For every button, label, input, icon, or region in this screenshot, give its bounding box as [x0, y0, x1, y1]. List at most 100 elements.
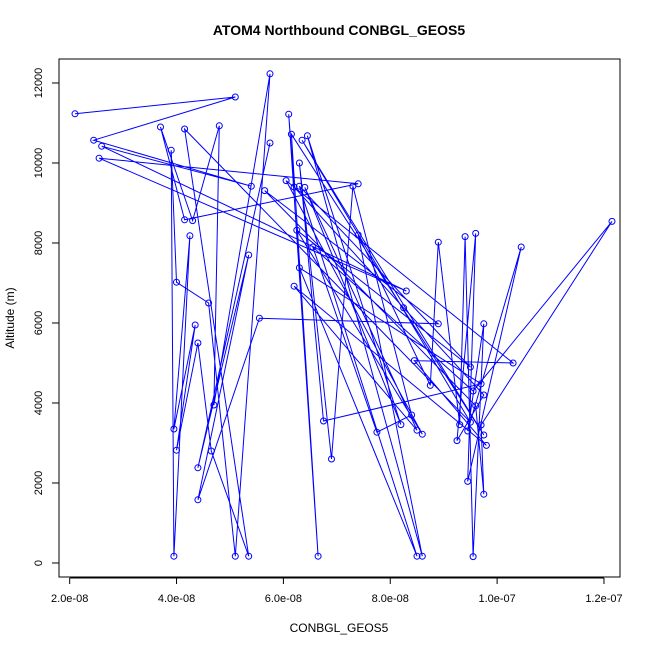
data-point: [480, 320, 488, 328]
data-point: [328, 455, 335, 463]
data-point: [461, 233, 469, 241]
data-point: [309, 243, 317, 251]
data-point: [255, 314, 263, 322]
data-point: [354, 231, 362, 239]
data-point: [194, 464, 202, 472]
data-point: [157, 123, 164, 131]
data-point: [477, 380, 485, 388]
data-point: [466, 418, 474, 426]
data-point: [295, 182, 303, 190]
data-point: [266, 70, 274, 78]
data-point: [71, 110, 79, 118]
y-tick-label: 8000: [33, 231, 45, 255]
x-tick-label: 1.0e-07: [478, 593, 515, 605]
data-point: [400, 304, 408, 312]
data-point: [456, 421, 464, 429]
y-tick-label: 10000: [33, 148, 45, 179]
x-tick-label: 4.0e-08: [158, 593, 195, 605]
data-point: [245, 552, 253, 560]
y-axis: 0 2000 4000 6000 8000 10000 12000: [33, 68, 60, 566]
x-tick-label: 2.0e-08: [51, 593, 88, 605]
data-point: [191, 321, 199, 329]
data-point: [320, 417, 327, 425]
data-point: [261, 187, 269, 195]
data-point: [245, 251, 253, 259]
data-point: [210, 401, 218, 409]
data-point: [402, 287, 410, 295]
data-point: [472, 402, 480, 410]
data-point: [290, 282, 298, 290]
chart-title: ATOM4 Northbound CONBGL_GEOS5: [213, 22, 465, 38]
y-tick-label: 4000: [33, 391, 45, 415]
data-point: [517, 243, 525, 251]
data-point: [472, 229, 480, 237]
data-point: [173, 278, 180, 286]
data-point: [266, 139, 274, 147]
data-point: [205, 299, 213, 307]
data-point: [314, 552, 322, 560]
data-point: [608, 217, 616, 225]
data-point: [287, 130, 295, 138]
data-point: [464, 427, 472, 435]
data-point: [426, 381, 434, 389]
data-point: [482, 441, 490, 449]
data-point: [167, 146, 175, 154]
data-point: [207, 447, 215, 455]
data-point: [215, 122, 223, 130]
data-point: [231, 93, 239, 101]
data-point: [170, 552, 178, 560]
data-point: [453, 437, 461, 445]
x-tick-label: 1.2e-07: [585, 593, 622, 605]
y-tick-label: 2000: [33, 471, 45, 495]
x-tick-label: 6.0e-08: [265, 593, 302, 605]
data-point: [181, 216, 189, 224]
data-point: [95, 154, 103, 162]
data-point: [173, 446, 180, 454]
data-layer: [71, 70, 616, 561]
y-tick-label: 12000: [33, 68, 45, 99]
x-axis-title: CONBGL_GEOS5: [290, 621, 389, 635]
plot-frame: [58, 58, 621, 578]
data-point: [295, 159, 303, 167]
data-point: [397, 421, 405, 429]
data-point: [477, 421, 485, 429]
x-tick-label: 8.0e-08: [372, 593, 409, 605]
y-tick-label: 0: [33, 560, 45, 566]
data-point: [418, 430, 426, 438]
data-point: [231, 552, 239, 560]
data-point: [469, 553, 477, 561]
x-axis: 2.0e-08 4.0e-08 6.0e-08 8.0e-08 1.0e-07 1.2e-…: [51, 577, 623, 605]
data-point: [282, 177, 290, 185]
data-point: [509, 359, 517, 367]
data-point: [290, 183, 298, 191]
data-point: [349, 182, 357, 190]
data-point: [480, 391, 488, 399]
data-point: [464, 477, 472, 485]
data-point: [303, 132, 311, 140]
data-point: [469, 387, 477, 395]
data-point: [90, 136, 98, 144]
data-point: [413, 552, 421, 560]
data-point: [413, 426, 421, 434]
y-tick-label: 6000: [33, 311, 45, 335]
series-line: [74, 73, 613, 557]
y-axis-title: Altitude (m): [3, 287, 17, 348]
data-point: [466, 363, 474, 371]
data-point: [186, 232, 194, 240]
data-point: [181, 125, 189, 133]
data-point: [194, 496, 202, 504]
data-point: [408, 411, 416, 419]
data-point: [295, 264, 303, 272]
data-point: [298, 136, 306, 144]
data-point: [434, 238, 442, 246]
data-point: [170, 425, 178, 433]
data-point: [480, 431, 488, 439]
data-point: [189, 217, 197, 225]
data-point: [418, 552, 426, 560]
data-point: [285, 110, 293, 118]
data-point: [194, 339, 202, 347]
data-point: [410, 357, 418, 365]
data-point: [247, 182, 255, 190]
data-point: [373, 428, 381, 436]
